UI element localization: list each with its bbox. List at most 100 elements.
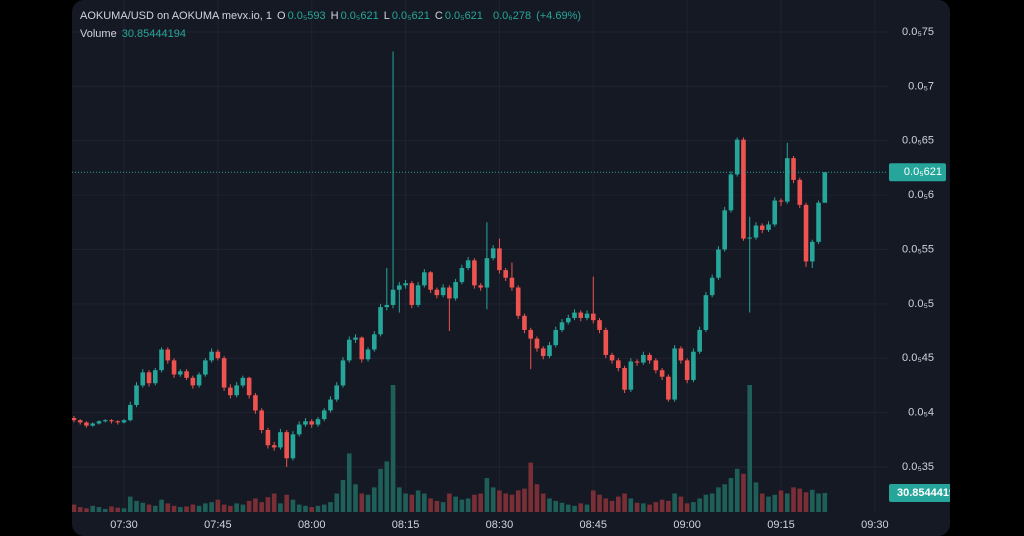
candle-body — [415, 285, 421, 305]
volume-bar — [709, 493, 715, 512]
volume-bar — [284, 494, 289, 512]
candle-body — [422, 272, 427, 286]
x-tick-label: 09:00 — [673, 519, 701, 531]
candle-body — [734, 139, 740, 175]
volume-bar — [653, 502, 659, 512]
candle-body — [822, 172, 828, 203]
legend-value: 0.0₅621 — [340, 10, 379, 22]
candle-body — [559, 322, 565, 330]
candle-body — [228, 387, 233, 396]
candle-body — [90, 423, 96, 426]
volume-bar — [753, 482, 759, 512]
volume-title: Volume — [80, 28, 117, 40]
legend-line: AOKUMA/USD on AOKUMA mevx.io, 1 O 0.0₅593… — [80, 10, 586, 22]
candle-body — [328, 399, 333, 411]
volume-bar — [159, 499, 164, 512]
y-tick-label: 0.0₅5 — [908, 298, 934, 310]
candle-body — [259, 410, 264, 431]
volume-bar — [290, 499, 296, 512]
x-tick-label: 07:30 — [110, 519, 138, 531]
volume-bar — [572, 505, 577, 512]
candle-body — [209, 351, 214, 361]
volume-bar — [309, 507, 315, 512]
candle-body — [616, 360, 621, 369]
candle-body — [109, 420, 114, 422]
volume-bar — [478, 493, 483, 512]
candle-body — [459, 267, 465, 283]
legend-value: 0.0₅621 — [391, 10, 430, 22]
candle-body — [371, 334, 377, 350]
volume-bar — [409, 494, 415, 512]
candle-body — [503, 270, 508, 278]
volume-bar — [265, 497, 271, 512]
candle-body — [565, 317, 571, 323]
volume-bar — [178, 507, 183, 512]
volume-bar — [772, 494, 778, 512]
volume-bar — [659, 499, 665, 512]
volume-bar — [84, 508, 89, 512]
candle-body — [741, 139, 746, 239]
volume-bar — [334, 493, 340, 512]
volume-bar — [378, 468, 383, 512]
volume-bar — [384, 461, 390, 512]
volume-bar — [209, 502, 214, 512]
candle-body — [753, 225, 759, 238]
candle-body — [691, 351, 696, 380]
volume-bar — [422, 493, 427, 512]
volume-bar — [259, 502, 264, 512]
volume-bar — [803, 492, 809, 512]
x-tick-label: 08:00 — [298, 519, 326, 531]
volume-bar — [678, 496, 684, 512]
volume-bar — [196, 505, 202, 512]
candle-body — [772, 200, 778, 225]
legend-key: L — [383, 10, 390, 22]
candle-body — [84, 422, 89, 426]
candle-body — [378, 307, 383, 335]
last-price-tag — [889, 163, 946, 182]
volume-bar — [797, 488, 803, 512]
candle-body — [340, 360, 346, 386]
candle-body — [716, 249, 721, 278]
volume-bar — [90, 505, 96, 512]
volume-bar — [509, 494, 515, 512]
volume-tag-label: 30.85444194 — [897, 487, 962, 499]
candle-body — [647, 354, 652, 361]
chart-panel — [72, 0, 950, 536]
candle-body — [397, 285, 402, 290]
volume-bar — [303, 505, 308, 512]
candle-body — [246, 377, 252, 396]
candle-body — [178, 371, 183, 375]
volume-bar — [321, 504, 327, 512]
volume-bar — [353, 484, 358, 512]
candle-body — [72, 418, 77, 421]
candle-body — [265, 430, 271, 446]
candle-body — [428, 272, 433, 290]
volume-bar — [816, 493, 821, 512]
candle-body — [284, 432, 289, 459]
volume-bar — [584, 504, 590, 512]
volume-bar — [534, 484, 540, 512]
y-tick-label: 0.0₅55 — [902, 243, 934, 255]
volume-bar — [234, 503, 239, 512]
last-price-label: 0.0₅621 — [904, 166, 942, 178]
volume-legend: Volume 30.85444194 — [80, 28, 191, 40]
candle-body — [365, 349, 371, 360]
candle-body — [659, 370, 665, 377]
candle-body — [127, 404, 133, 421]
volume-bar — [359, 493, 365, 512]
candle-body — [809, 241, 815, 262]
candle-body — [221, 358, 227, 388]
volume-bar — [622, 493, 627, 512]
candle-body — [447, 287, 452, 299]
x-tick-label: 07:45 — [204, 519, 232, 531]
volume-bar — [734, 468, 740, 512]
volume-bar — [597, 494, 602, 512]
volume-bar — [397, 487, 402, 512]
candle-body — [96, 421, 102, 424]
candle-body — [747, 237, 753, 239]
volume-bar — [315, 505, 321, 512]
y-tick-label: 0.0₅65 — [902, 135, 934, 147]
x-tick-label: 09:15 — [767, 519, 795, 531]
volume-bar — [165, 503, 171, 512]
